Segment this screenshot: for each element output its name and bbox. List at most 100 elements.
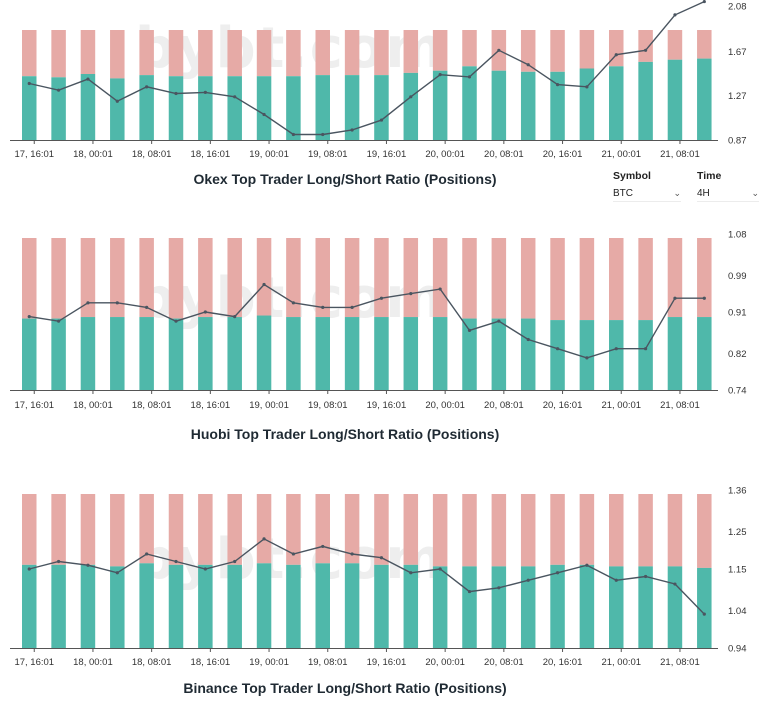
long-bar: [432, 317, 448, 390]
long-bar: [139, 75, 154, 140]
y-tick-label: 0.99: [728, 271, 747, 282]
long-bar: [22, 318, 37, 390]
x-tick-label: 21, 08:01: [660, 149, 700, 160]
x-tick-label: 21, 08:01: [660, 657, 700, 668]
short-bar: [256, 30, 272, 77]
long-bar: [609, 320, 624, 390]
short-bar: [110, 238, 125, 318]
long-bar: [286, 564, 301, 648]
short-bar: [110, 30, 125, 79]
short-bar: [638, 238, 653, 321]
ratio-point: [233, 314, 237, 319]
short-bar: [315, 494, 330, 564]
long-bar: [80, 564, 96, 648]
short-bar: [344, 30, 360, 76]
ratio-point: [57, 559, 61, 564]
long-bar: [374, 317, 389, 390]
short-bar: [579, 494, 595, 565]
symbol-select[interactable]: Symbol BTC ⌄: [613, 170, 681, 202]
ratio-point: [115, 99, 119, 103]
ratio-point: [673, 582, 677, 586]
short-bar: [80, 494, 96, 565]
short-bar: [579, 238, 595, 321]
x-tick-label: 18, 08:01: [132, 400, 172, 411]
x-tick-label: 20, 00:01: [425, 400, 465, 411]
ratio-point: [203, 310, 207, 314]
short-bar: [667, 238, 683, 318]
ratio-point: [145, 305, 149, 310]
long-bar: [374, 75, 389, 140]
short-bar: [403, 30, 419, 73]
long-bar: [286, 76, 301, 140]
long-bar: [462, 566, 477, 648]
chevron-down-icon: ⌄: [673, 188, 681, 198]
short-bar: [256, 238, 272, 316]
ratio-point: [555, 83, 560, 87]
ratio-point: [379, 556, 384, 560]
long-bar: [22, 564, 37, 648]
short-bar: [374, 30, 389, 76]
ratio-point: [174, 91, 178, 96]
short-bar: [667, 30, 683, 60]
short-bar: [432, 494, 448, 567]
x-tick-label: 21, 00:01: [601, 657, 641, 668]
long-bar: [579, 320, 595, 390]
x-tick-label: 17, 16:01: [14, 400, 54, 411]
x-tick-label: 20, 08:01: [484, 400, 524, 411]
ratio-point: [585, 563, 589, 567]
short-bar: [403, 238, 419, 318]
ratio-point: [526, 63, 530, 67]
long-bar: [520, 318, 536, 390]
long-bar: [667, 317, 683, 390]
ratio-point: [115, 301, 119, 305]
ratio-point: [262, 537, 266, 541]
ratio-point: [614, 53, 618, 57]
y-tick-label: 1.04: [728, 606, 747, 617]
x-tick-label: 19, 00:01: [249, 400, 289, 411]
ratio-point: [526, 578, 530, 582]
y-tick-label: 0.74: [728, 386, 747, 397]
long-bar: [403, 317, 419, 390]
short-bar: [227, 30, 242, 77]
long-bar: [139, 317, 154, 390]
y-tick-label: 1.27: [728, 91, 747, 102]
ratio-point: [467, 328, 472, 332]
long-bar: [697, 58, 712, 140]
ratio-point: [702, 296, 706, 300]
ratio-point: [438, 287, 442, 291]
long-bar: [286, 317, 301, 390]
x-tick-label: 18, 00:01: [73, 149, 113, 160]
short-bar: [51, 30, 66, 78]
short-bar: [168, 494, 184, 565]
long-bar: [374, 564, 389, 648]
long-bar: [520, 71, 536, 140]
short-bar: [609, 238, 624, 321]
x-tick-label: 18, 16:01: [191, 149, 231, 160]
symbol-label: Symbol: [613, 170, 651, 182]
ratio-point: [409, 292, 413, 296]
time-select[interactable]: Time 4H ⌄: [697, 170, 759, 202]
long-bar: [462, 66, 477, 140]
short-bar: [22, 238, 37, 319]
short-bar: [609, 30, 624, 67]
ratio-point: [86, 563, 90, 567]
ratio-point: [673, 13, 677, 17]
short-bar: [403, 494, 419, 565]
x-tick-label: 19, 00:01: [249, 657, 289, 668]
long-bar: [80, 317, 96, 390]
long-bar: [579, 68, 595, 140]
x-tick-label: 18, 16:01: [191, 400, 231, 411]
x-tick-label: 18, 16:01: [191, 657, 231, 668]
short-bar: [638, 494, 653, 567]
ratio-point: [174, 319, 178, 323]
ratio-point: [409, 95, 413, 99]
long-bar: [667, 566, 683, 648]
ratio-point: [145, 85, 149, 89]
ratio-point: [27, 567, 31, 571]
okex-chart: 0.87 1.27 1.67 2.08 17, 16:01 18, 00:01 18, 08…: [10, 0, 747, 160]
ratio-point: [497, 586, 501, 590]
short-bar: [520, 30, 536, 72]
ratio-point: [614, 347, 618, 351]
ratio-point: [321, 132, 325, 137]
